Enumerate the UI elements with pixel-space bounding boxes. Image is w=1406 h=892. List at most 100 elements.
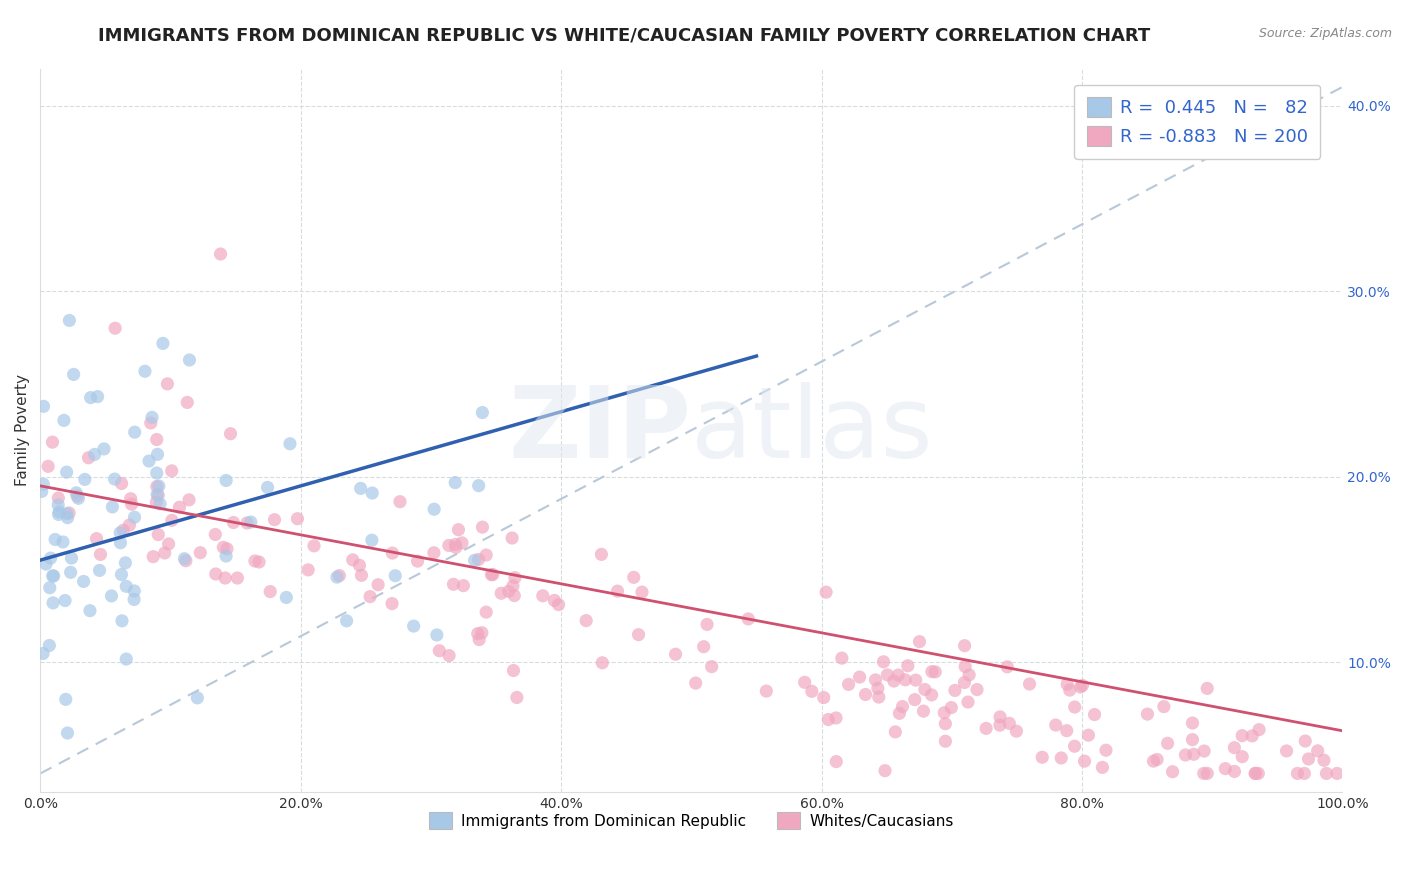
Point	[502, 579, 524, 593]
Point	[921, 665, 943, 679]
Point	[38, 581, 60, 595]
Point	[46, 498, 69, 512]
Point	[848, 670, 870, 684]
Point	[141, 410, 163, 425]
Point	[160, 513, 183, 527]
Point	[825, 755, 848, 769]
Point	[974, 722, 997, 736]
Point	[110, 567, 132, 582]
Point	[336, 614, 359, 628]
Point	[38, 639, 60, 653]
Point	[32, 477, 55, 491]
Point	[1192, 744, 1215, 758]
Point	[276, 591, 298, 605]
Point	[1056, 723, 1078, 738]
Point	[1077, 728, 1099, 742]
Point	[110, 476, 132, 491]
Point	[904, 673, 927, 687]
Point	[467, 626, 489, 640]
Point	[934, 706, 956, 720]
Point	[872, 655, 894, 669]
Point	[481, 567, 503, 582]
Point	[451, 536, 474, 550]
Point	[115, 579, 138, 593]
Point	[52, 535, 75, 549]
Point	[134, 364, 156, 378]
Point	[79, 391, 101, 405]
Point	[957, 668, 980, 682]
Point	[406, 554, 429, 568]
Point	[475, 548, 498, 562]
Point	[124, 583, 146, 598]
Point	[121, 497, 143, 511]
Point	[904, 692, 927, 706]
Point	[247, 555, 270, 569]
Point	[426, 628, 449, 642]
Point	[444, 537, 467, 551]
Point	[1298, 752, 1320, 766]
Point	[1174, 747, 1197, 762]
Point	[148, 479, 170, 493]
Point	[1069, 680, 1091, 694]
Point	[31, 484, 53, 499]
Point	[468, 632, 491, 647]
Point	[384, 568, 406, 582]
Point	[142, 549, 165, 564]
Text: Source: ZipAtlas.com: Source: ZipAtlas.com	[1258, 27, 1392, 40]
Point	[60, 551, 83, 566]
Point	[813, 690, 835, 705]
Point	[543, 593, 565, 607]
Point	[56, 726, 79, 740]
Legend: Immigrants from Dominican Republic, Whites/Caucasians: Immigrants from Dominican Republic, Whit…	[423, 806, 959, 835]
Point	[531, 589, 554, 603]
Point	[1063, 739, 1085, 754]
Point	[35, 557, 58, 571]
Point	[104, 472, 127, 486]
Point	[1182, 747, 1205, 762]
Point	[1313, 753, 1336, 767]
Point	[467, 552, 489, 566]
Point	[138, 454, 160, 468]
Point	[815, 585, 838, 599]
Point	[943, 683, 966, 698]
Point	[177, 492, 200, 507]
Point	[328, 568, 350, 582]
Point	[1056, 677, 1078, 691]
Point	[894, 673, 917, 687]
Point	[120, 491, 142, 506]
Point	[179, 353, 201, 368]
Point	[226, 571, 249, 585]
Point	[591, 548, 613, 562]
Point	[868, 690, 890, 704]
Point	[212, 541, 235, 555]
Point	[800, 684, 823, 698]
Point	[934, 716, 956, 731]
Point	[1095, 743, 1118, 757]
Point	[865, 673, 887, 687]
Point	[350, 482, 373, 496]
Point	[1315, 766, 1337, 780]
Point	[423, 502, 446, 516]
Point	[360, 533, 382, 548]
Point	[825, 711, 848, 725]
Point	[100, 589, 122, 603]
Point	[503, 571, 526, 585]
Point	[188, 546, 211, 560]
Point	[350, 568, 373, 582]
Point	[498, 584, 520, 599]
Point	[995, 660, 1018, 674]
Point	[110, 535, 132, 549]
Point	[1275, 744, 1298, 758]
Point	[506, 690, 529, 705]
Point	[1244, 766, 1267, 780]
Point	[52, 413, 75, 427]
Point	[1181, 716, 1204, 731]
Point	[891, 699, 914, 714]
Point	[93, 442, 115, 456]
Point	[700, 659, 723, 673]
Point	[243, 554, 266, 568]
Point	[464, 553, 486, 567]
Point	[118, 518, 141, 533]
Point	[278, 436, 301, 450]
Point	[1232, 749, 1254, 764]
